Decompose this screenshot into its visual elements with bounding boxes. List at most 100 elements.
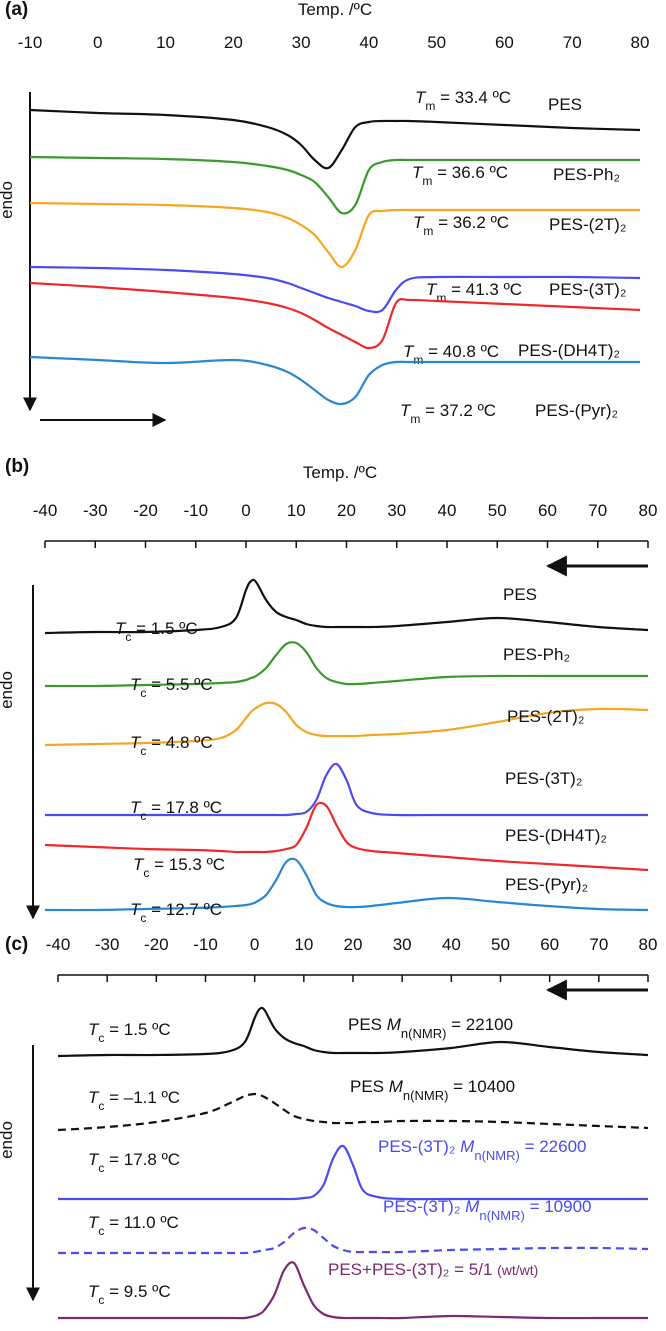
- x-tick-label: -30: [83, 501, 108, 520]
- annotation-symbol: T: [88, 1020, 100, 1039]
- legend-label: PES-(3T)₂ Mn(NMR) = 10900: [383, 1197, 592, 1223]
- annotation-symbol: T: [412, 163, 424, 182]
- x-tick-label: -20: [133, 501, 158, 520]
- x-tick-label: -10: [18, 33, 43, 52]
- x-tick-label: 70: [589, 935, 608, 954]
- annotation-sub: m: [423, 224, 433, 238]
- legend-label: PES-(Pyr)₂: [535, 401, 618, 420]
- annotation-sub: c: [98, 1224, 104, 1238]
- x-tick-label: 0: [250, 935, 259, 954]
- annotation: Tc = 1.5 ºC: [115, 619, 198, 644]
- annotation-text: = 17.8 ºC: [104, 1150, 180, 1169]
- x-tick-label: 40: [359, 33, 378, 52]
- curve: [57, 1092, 649, 1132]
- annotation-sub: c: [98, 1031, 104, 1045]
- legend-label-part: n(NMR): [479, 1208, 525, 1223]
- x-tick-label: 70: [563, 33, 582, 52]
- x-tick-label: 20: [337, 501, 356, 520]
- annotation-sub: c: [140, 744, 146, 758]
- annotation-text: = 41.3 ºC: [446, 280, 522, 299]
- y-axis-label: endo: [0, 671, 16, 709]
- annotation: Tm = 33.4 ºC: [415, 88, 511, 113]
- x-tick-label: 60: [538, 501, 557, 520]
- legend-label: PES: [503, 585, 537, 604]
- legend-label: PES-(3T)₂: [549, 280, 626, 299]
- annotation-sub: c: [98, 1293, 104, 1307]
- legend-label-part: n(NMR): [403, 1088, 449, 1103]
- legend-label-part: M: [465, 1197, 480, 1216]
- annotation-symbol: T: [88, 1213, 100, 1232]
- x-tick-label: 50: [427, 33, 446, 52]
- curve: [29, 265, 641, 314]
- legend-label: PES-(2T)₂: [507, 707, 584, 726]
- x-tick-label: 0: [93, 33, 102, 52]
- annotation-sub: c: [98, 1161, 104, 1175]
- curve: [29, 201, 640, 269]
- x-tick-label: 70: [588, 501, 607, 520]
- curve: [44, 701, 649, 747]
- legend-label: PES-(DH4T)₂: [505, 826, 607, 845]
- annotation-symbol: T: [413, 213, 425, 232]
- curve: [44, 578, 649, 635]
- legend-label-part: PES+PES-(3T)₂ = 5/1: [328, 1260, 497, 1279]
- annotation-symbol: T: [403, 342, 415, 361]
- legend-label: PES-(DH4T)₂: [518, 341, 620, 360]
- annotation-sub: m: [422, 174, 432, 188]
- annotation-symbol: T: [88, 1150, 100, 1169]
- x-tick-label: 40: [438, 501, 457, 520]
- annotation-text: = 36.2 ºC: [433, 213, 509, 232]
- annotation: Tc = 15.3 ºC: [133, 855, 225, 880]
- legend-label: PES-(3T)₂: [505, 769, 582, 788]
- annotation: Tc = 5.5 ºC: [130, 675, 213, 700]
- legend-label-part: M: [460, 1137, 475, 1156]
- annotation: Tm = 41.3 ºC: [426, 280, 522, 305]
- annotation: Tm = 36.6 ºC: [412, 163, 508, 188]
- annotation: Tm = 37.2 ºC: [400, 401, 496, 426]
- annotation: Tc = 12.7 ºC: [130, 900, 222, 925]
- annotation-symbol: T: [426, 280, 438, 299]
- annotation-sub: c: [143, 866, 149, 880]
- annotation-sub: m: [425, 99, 435, 113]
- annotation-symbol: T: [130, 675, 142, 694]
- x-tick-label: 20: [344, 935, 363, 954]
- annotation-symbol: T: [130, 733, 142, 752]
- x-tick-label: -40: [33, 501, 58, 520]
- annotation-sub: c: [98, 1099, 104, 1113]
- annotation-symbol: T: [130, 900, 142, 919]
- legend-label-part: PES-(3T)₂: [378, 1137, 460, 1156]
- annotation-sub: c: [125, 630, 131, 644]
- annotation-sub: m: [413, 353, 423, 367]
- annotation: Tc = 4.8 ºC: [130, 733, 213, 758]
- panel-label: (a): [5, 0, 28, 20]
- annotation: Tc = 1.5 ºC: [88, 1020, 171, 1045]
- annotation-symbol: T: [400, 401, 412, 420]
- x-tick-label: 30: [292, 33, 311, 52]
- legend-label-part: (wt/wt): [497, 1262, 538, 1278]
- annotation: Tc = 11.0 ºC: [88, 1213, 179, 1238]
- axis-title: Temp. /ºC: [298, 0, 372, 19]
- annotation-text: = –1.1 ºC: [104, 1088, 180, 1107]
- x-tick-label: 50: [491, 935, 510, 954]
- panel-label: (b): [5, 456, 29, 477]
- annotation-symbol: T: [88, 1088, 100, 1107]
- x-tick-label: 10: [294, 935, 313, 954]
- legend-label: PES+PES-(3T)₂ = 5/1 (wt/wt): [328, 1260, 538, 1279]
- panel-label: (c): [5, 934, 28, 955]
- annotation-symbol: T: [130, 798, 142, 817]
- x-tick-label: 30: [387, 501, 406, 520]
- annotation-text: = 1.5 ºC: [104, 1020, 170, 1039]
- y-axis-label: endo: [0, 1121, 16, 1159]
- x-tick-label: -10: [183, 501, 208, 520]
- annotation: Tm = 36.2 ºC: [413, 213, 509, 238]
- legend-label: PES-(2T)₂: [549, 215, 626, 234]
- annotation: Tc = 17.8 ºC: [88, 1150, 180, 1175]
- annotation-text: = 9.5 ºC: [104, 1282, 170, 1301]
- curve: [44, 801, 649, 872]
- curve: [29, 155, 640, 215]
- x-tick-label: 80: [639, 935, 658, 954]
- annotation-sub: m: [436, 291, 446, 305]
- annotation-text: = 15.3 ºC: [149, 855, 225, 874]
- curve: [29, 355, 640, 406]
